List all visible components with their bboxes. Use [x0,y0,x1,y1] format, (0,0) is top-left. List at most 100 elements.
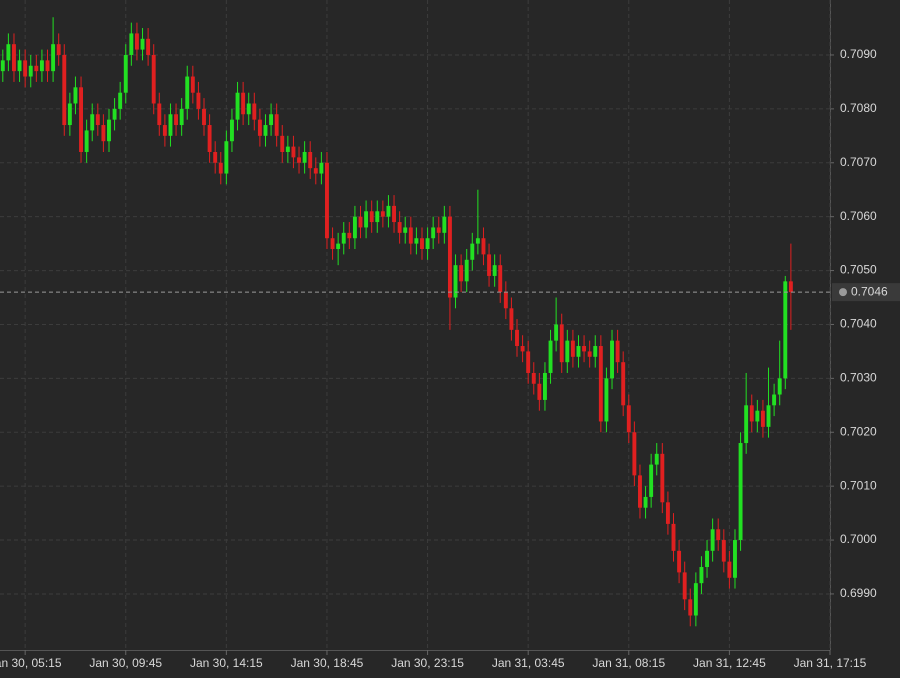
candle-body [218,162,223,174]
candle-body [431,227,436,239]
candle-body [727,561,732,578]
candle-body [151,54,156,104]
candle-body [520,346,525,352]
last-price-label: 0.7046 [851,284,888,298]
candle-body [593,346,598,357]
candle-body [548,340,553,373]
x-tick-label: Jan 31, 08:15 [592,656,665,670]
y-tick-label: 0.7090 [840,47,877,61]
y-tick-label: 0.7040 [840,317,877,331]
candle-body [587,351,592,357]
candle-body [716,529,721,541]
candle-body [257,119,262,136]
candle-body [693,583,698,616]
candle-body [453,265,458,298]
x-tick-label: Jan 31, 17:15 [794,656,867,670]
candle-body [542,372,547,400]
candle-body [129,33,134,55]
candle-body [12,44,16,72]
candle-body [582,346,587,352]
candle-body [576,346,581,357]
candle-body [492,265,497,276]
candle-body [140,38,145,50]
candle-body [682,572,687,600]
candle-body [107,119,111,142]
candle-body [738,443,743,541]
candle-body [509,308,514,330]
x-tick-label: Jan 30, 09:45 [89,656,162,670]
candle-body [554,324,559,341]
candle-body [369,211,374,223]
y-tick-label: 0.7080 [840,101,877,115]
candle-body [654,453,659,465]
x-tick-label: Jan 30, 23:15 [391,656,464,670]
candle-body [442,216,447,233]
y-tick-label: 0.7070 [840,155,877,169]
candle-body [487,254,492,276]
candle-body [459,265,464,282]
candle-body [79,87,83,152]
candle-body [392,205,396,223]
candle-body [297,157,301,163]
x-tick-label: Jan 30, 05:15 [0,656,62,670]
x-tick-label: Jan 30, 18:45 [291,656,364,670]
candle-body [157,103,162,126]
candle-body [788,281,793,293]
candle-body [325,162,329,239]
candle-body [447,216,452,298]
candle-body [766,405,771,427]
candle-body [352,216,357,239]
candle-body [90,114,95,131]
candle-body [671,523,676,551]
candle-body [190,76,195,93]
candle-body [28,65,33,77]
candle-body [364,211,369,228]
candle-body [408,227,413,244]
candle-body [464,259,469,282]
candle-body [6,44,11,61]
y-tick-label: 0.7030 [840,371,877,385]
candle-body [67,103,72,126]
candle-body [246,103,251,115]
candle-body [313,168,318,174]
candle-body [386,205,391,217]
candle-body [481,238,486,255]
candle-body [202,108,206,126]
candle-body [45,60,50,72]
candle-body [380,211,385,217]
candle-body [207,125,212,152]
candle-body [134,33,139,50]
candle-body [73,87,78,104]
candle-body [56,44,61,55]
candle-body [615,340,620,363]
candle-body [526,351,531,373]
candle-body [677,550,682,573]
candle-body [347,232,352,239]
candle-body [414,238,419,244]
candle-body [280,135,285,152]
candle-body [621,362,626,406]
candle-body [336,243,341,250]
candle-body [174,114,179,126]
candle-body [51,44,56,72]
candle-body [436,227,441,233]
y-tick-label: 0.7020 [840,424,877,438]
candle-body [665,502,670,524]
candle-body [598,346,603,422]
candle-body [229,119,234,142]
candle-body [475,238,480,244]
candle-body [531,372,536,384]
candle-body [308,151,313,169]
candle-body [23,60,28,77]
candle-body [705,550,709,567]
candle-body [252,103,257,120]
candle-body [626,405,631,433]
candle-body [755,410,760,422]
candle-body [319,162,324,174]
candle-body [425,238,430,250]
y-tick-label: 0.7010 [840,478,877,492]
candle-body [285,146,290,152]
